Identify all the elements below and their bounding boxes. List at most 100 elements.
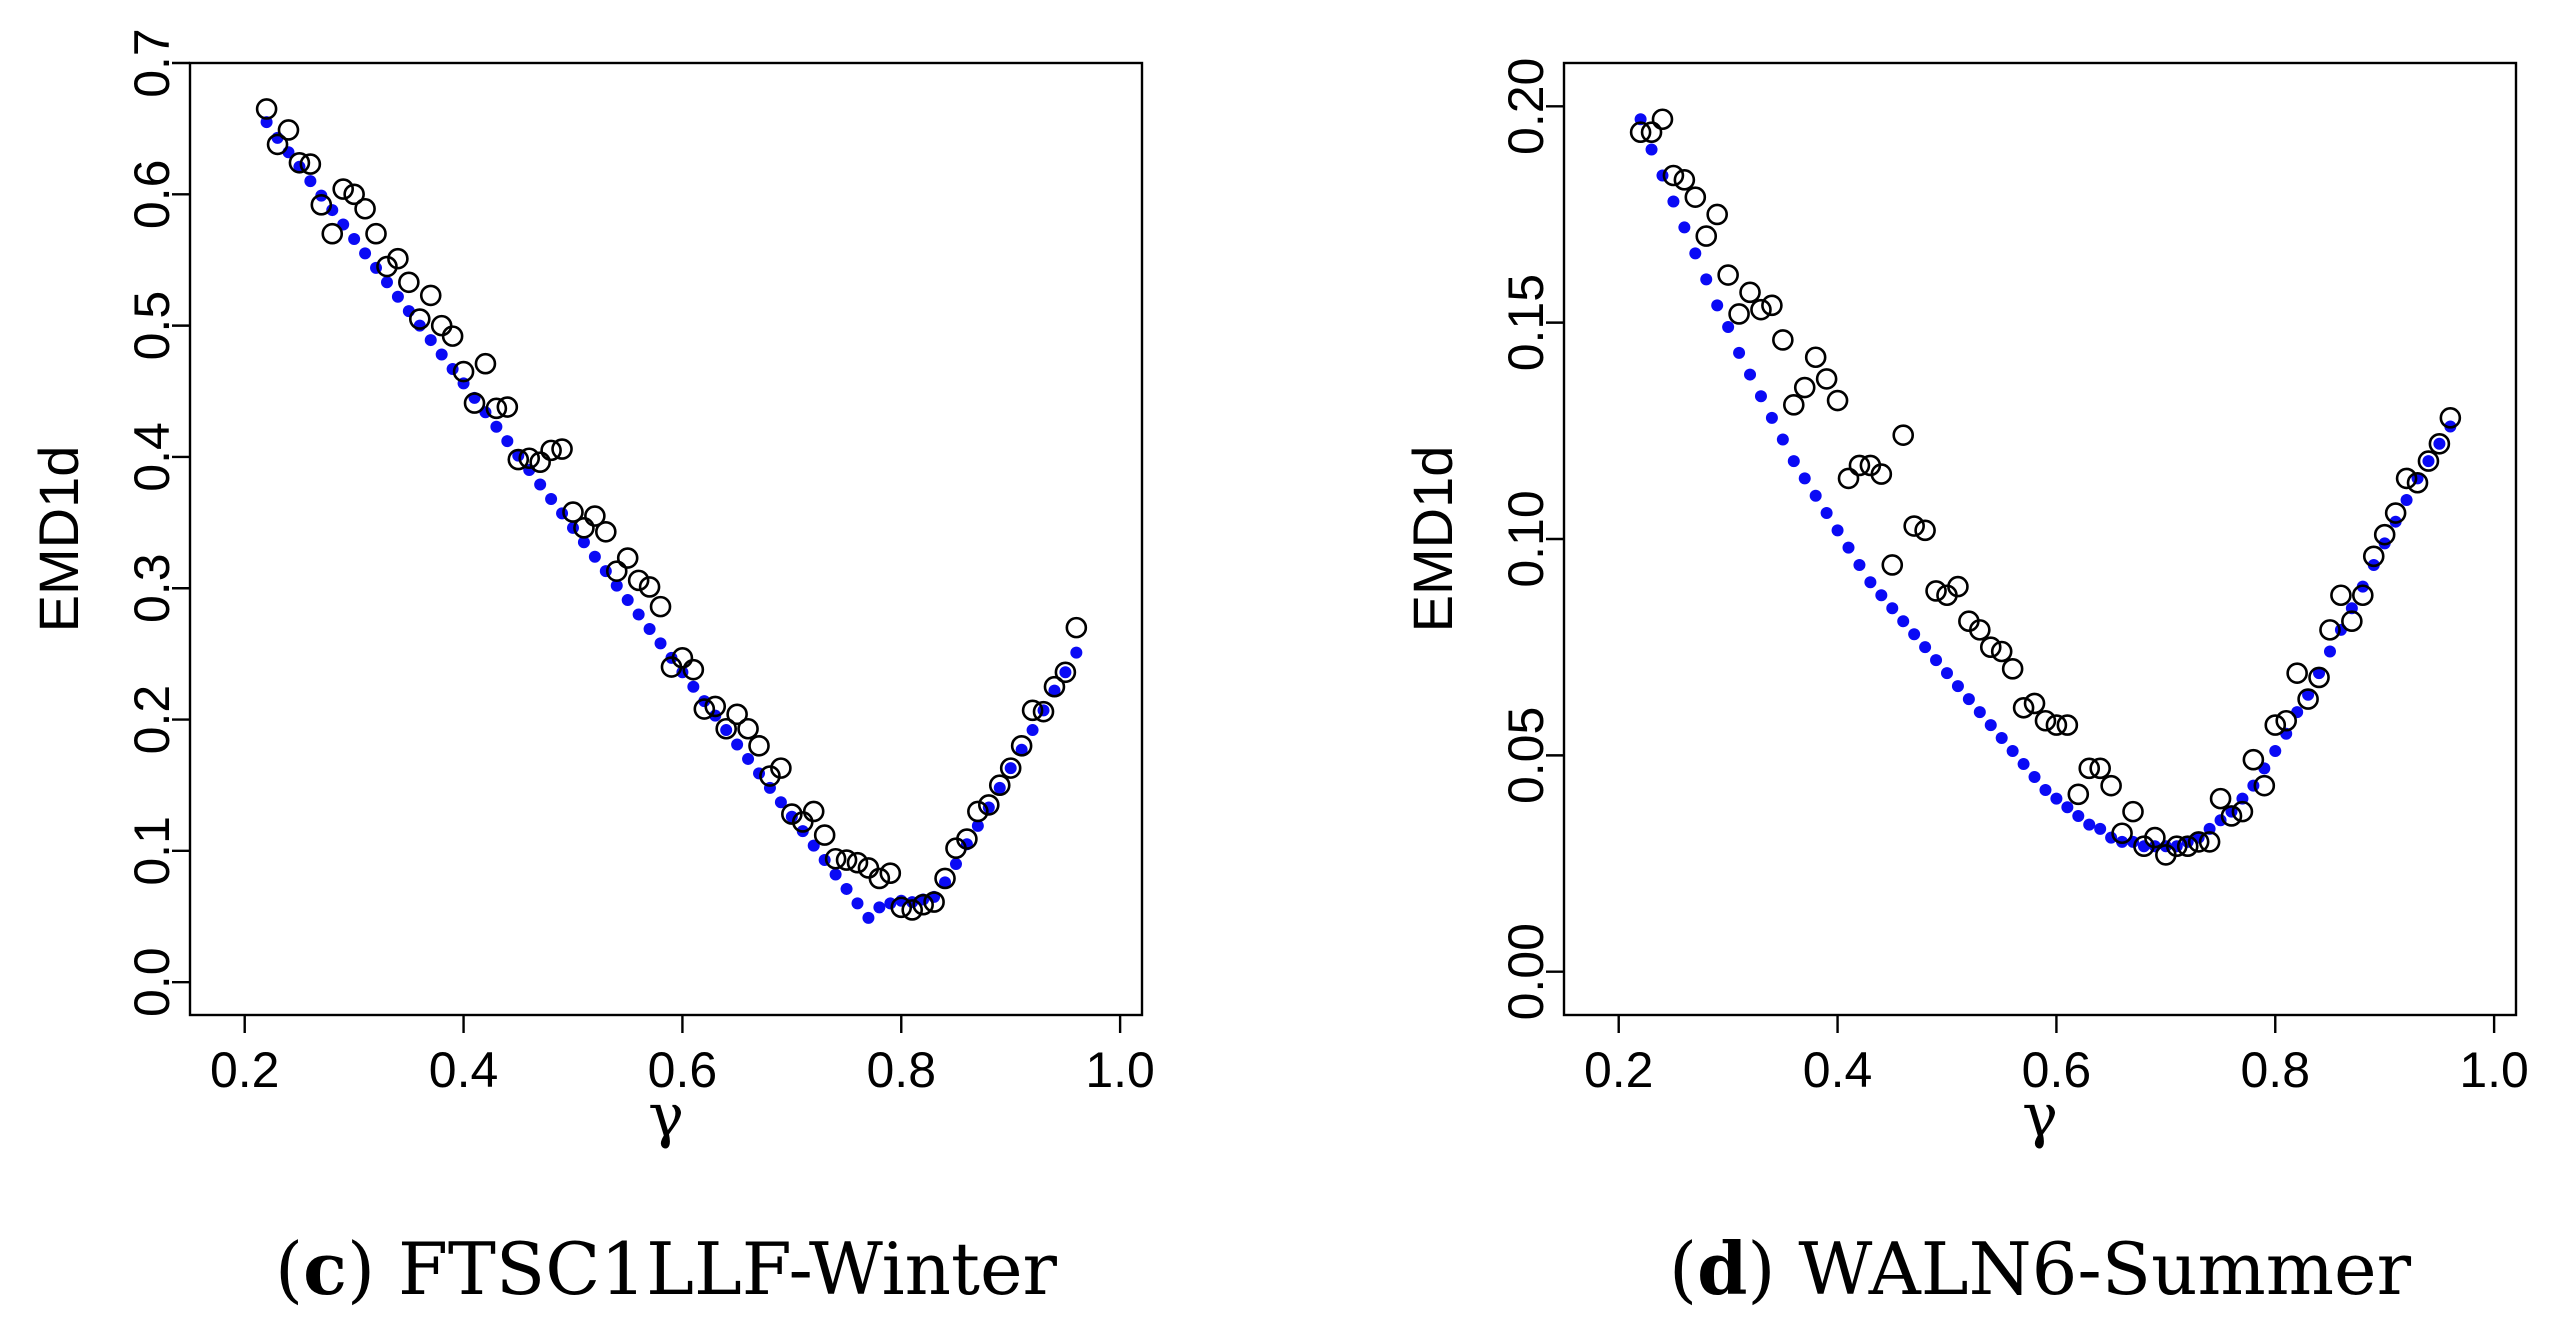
fit-point-c-31 [599,565,612,578]
obs-point-d-24 [1892,424,1915,446]
fit-point-d-31 [1973,706,1986,719]
obs-point-d-31 [1969,619,1991,641]
fit-point-c-11 [380,276,393,289]
fit-point-c-36 [654,637,667,650]
obs-point-d-27 [1925,580,1947,602]
obs-point-c-30 [584,505,606,527]
obs-point-c-64 [956,828,978,850]
fit-point-d-18 [1831,524,1844,537]
obs-point-c-0 [255,98,278,120]
obs-point-c-9 [354,197,376,220]
observed-series-d [1629,108,2462,866]
fit-point-d-28 [1940,667,1953,680]
obs-point-d-33 [1990,640,2013,663]
y-axis-title-c: EMD1d [27,446,90,633]
fit-point-d-20 [1853,558,1866,571]
obs-point-c-47 [770,757,792,779]
obs-point-c-54 [846,851,869,874]
y-tick-label-c-3: 0.3 [124,553,180,623]
obs-point-d-47 [2144,826,2166,849]
y-tick-label-c-5: 0.5 [124,291,180,361]
fit-point-d-40 [2072,809,2085,822]
fit-point-c-68 [1004,762,1017,775]
obs-point-d-20 [1848,454,1871,477]
fit-point-d-43 [2105,831,2118,844]
fit-point-c-16 [435,348,448,361]
obs-point-d-1 [1640,121,1663,144]
fit-point-c-39 [687,680,700,693]
obs-point-d-22 [1870,463,1893,485]
obs-point-c-43 [726,703,748,726]
fit-point-c-71 [1037,704,1050,717]
fit-point-d-57 [2258,762,2271,775]
fit-point-c-26 [545,492,558,505]
obs-point-d-0 [1629,121,1652,144]
obs-point-c-35 [638,576,661,598]
y-tick-label-d-0: 0.00 [1498,923,1554,1020]
fit-point-d-23 [1886,602,1899,615]
y-tick-label-c-6: 0.6 [124,160,180,230]
obs-point-c-39 [682,658,705,681]
obs-point-d-11 [1750,298,1772,321]
fit-point-c-42 [720,724,733,737]
fit-point-c-30 [588,550,601,563]
obs-point-d-37 [2034,709,2057,732]
obs-point-c-42 [715,717,737,740]
obs-point-d-71 [2406,471,2429,494]
obs-point-d-56 [2242,748,2265,771]
obs-point-c-71 [1032,700,1055,723]
obs-point-d-32 [1979,636,2002,658]
obs-point-c-10 [365,222,387,245]
fit-point-c-22 [501,435,514,448]
obs-point-d-52 [2198,831,2221,853]
obs-point-d-44 [2111,822,2133,845]
obs-point-c-20 [474,352,497,375]
obs-point-c-16 [430,314,453,337]
obs-point-d-14 [1782,394,1805,416]
caption-letter-d: d [1697,1226,1747,1311]
obs-point-d-13 [1772,329,1794,351]
x-tick-label-d-4: 1.0 [2459,1042,2529,1098]
obs-point-d-49 [2165,835,2188,858]
obs-point-c-21 [485,397,508,420]
fit-point-c-69 [1015,743,1028,756]
axes-c: 0.2 0.4 0.6 0.8 1.0 0.0 0.1 0.2 0.3 0.4 0.5 0.6 0.7 [124,28,1155,1098]
fit-point-d-42 [2094,822,2107,835]
obs-point-c-1 [266,133,289,156]
obs-point-d-69 [2384,502,2407,524]
y-tick-label-d-1: 0.05 [1498,707,1554,804]
fit-point-d-38 [2050,792,2063,805]
obs-point-c-72 [1043,675,1066,698]
fit-point-d-12 [1765,411,1778,424]
fit-point-c-35 [643,622,656,635]
obs-point-c-23 [507,448,530,471]
obs-point-d-29 [1947,575,1969,598]
fit-point-d-6 [1700,273,1713,286]
obs-point-d-65 [2341,610,2363,633]
obs-point-c-25 [529,451,551,473]
fit-point-d-21 [1864,576,1877,589]
obs-point-c-46 [759,765,781,787]
obs-point-c-26 [540,439,562,462]
obs-point-d-67 [2362,545,2385,568]
panel-d: 0.2 0.4 0.6 0.8 1.0 0.00 0.05 0.10 0.15 0.20 EMD1… [1401,58,2529,1311]
fit-point-d-60 [2291,706,2304,719]
obs-point-d-61 [2297,688,2319,710]
y-tick-label-c-1: 0.1 [124,816,180,886]
obs-point-c-14 [408,308,431,330]
x-tick-label-c-1: 0.4 [429,1042,499,1098]
fit-point-c-65 [971,819,984,832]
fit-point-d-39 [2061,801,2074,814]
fit-point-c-43 [731,738,744,751]
obs-point-d-55 [2231,800,2254,823]
observed-series-c [255,98,1088,921]
obs-point-d-53 [2209,787,2232,810]
obs-point-c-41 [704,695,727,718]
fit-point-c-70 [1026,724,1039,737]
fit-point-c-12 [391,290,404,303]
fit-point-d-62 [2313,667,2326,680]
obs-point-c-38 [671,647,694,669]
caption-title-d: WALN6-Summer [1798,1227,2411,1311]
obs-point-c-60 [912,893,934,916]
fit-point-d-53 [2214,814,2227,827]
